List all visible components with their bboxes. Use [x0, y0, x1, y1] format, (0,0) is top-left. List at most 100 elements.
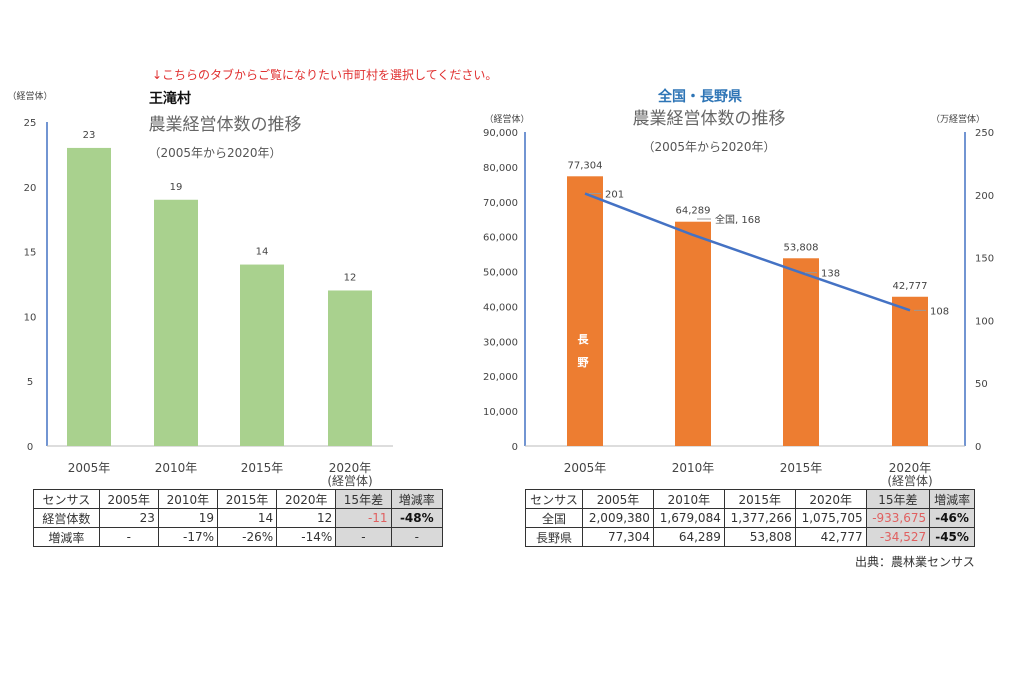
table-cell: 15年差	[335, 489, 392, 509]
table-cell: -11	[335, 508, 392, 528]
table-cell: -17%	[157, 527, 219, 547]
table-row: 経営体数 23 19 14 12 -11 -48%	[33, 508, 444, 528]
table-cell: 長野県	[524, 527, 584, 547]
y2-tick-label: 0	[975, 442, 981, 453]
table-cell: 42,777	[794, 527, 867, 547]
data-label: 19	[170, 182, 183, 193]
table-cell: センサス	[33, 489, 100, 509]
table-cell: 23	[98, 508, 159, 528]
table-cell: 2005年	[98, 489, 159, 509]
table-header: センサス 2005年 2010年 2015年 2020年 15年差 増減率	[524, 489, 975, 509]
table-cell: -	[98, 527, 159, 547]
table-cell: 1,679,084	[652, 508, 725, 528]
table-cell: 増減率	[929, 489, 975, 509]
table-cell: 64,289	[652, 527, 725, 547]
y-tick-label: 0	[27, 442, 33, 453]
table-cell: 19	[157, 508, 219, 528]
table-cell: 14	[216, 508, 278, 528]
table-cell: 2005年	[582, 489, 654, 509]
chart-title: 農業経営体数の推移	[149, 115, 302, 135]
y-tick-label: 10,000	[483, 407, 518, 418]
y-tick-label: 90,000	[483, 128, 518, 139]
x-tick-label: 2005年	[68, 461, 111, 475]
table-cell: -	[390, 527, 444, 547]
bar	[240, 264, 284, 446]
table-cell: 2010年	[157, 489, 219, 509]
region-title: 王滝村	[149, 90, 191, 107]
unit-label: (経営体)	[327, 474, 372, 488]
series-label: 野	[578, 356, 589, 369]
y-tick-label: 40,000	[483, 302, 518, 313]
unit-label: (経営体)	[887, 474, 932, 488]
bar	[328, 290, 372, 446]
table-cell: -26%	[216, 527, 278, 547]
table-cell: -34,527	[865, 527, 931, 547]
bar	[67, 147, 111, 447]
y2-tick-label: 150	[975, 254, 994, 265]
table-cell: -14%	[276, 527, 337, 547]
x-tick-label: 2010年	[672, 461, 715, 475]
chart-subtitle: （2005年から2020年）	[642, 140, 775, 154]
table-cell: 全国	[524, 508, 584, 528]
x-tick-label: 2020年	[329, 461, 372, 475]
y-tick-label: 20,000	[483, 372, 518, 383]
y-tick-label: 60,000	[483, 233, 518, 244]
y-axis-label: （経営体）	[7, 90, 52, 102]
table-cell: -933,675	[865, 508, 931, 528]
table-cell: -48%	[390, 508, 444, 528]
bar	[567, 176, 603, 447]
y-tick-label: 70,000	[483, 198, 518, 209]
y-tick-label: 0	[512, 442, 518, 453]
table-cell: 2020年	[794, 489, 867, 509]
table-cell: 2015年	[723, 489, 796, 509]
line-data-label: 全国, 168	[715, 213, 760, 226]
x-tick-label: 2005年	[564, 461, 607, 475]
table-cell: センサス	[524, 489, 584, 509]
table-cell: 1,075,705	[794, 508, 867, 528]
line-data-label: 108	[930, 306, 949, 317]
y2-tick-label: 250	[975, 128, 994, 139]
line-data-label: 201	[605, 190, 624, 201]
table-cell: 77,304	[582, 527, 654, 547]
bar	[675, 221, 711, 446]
x-tick-label: 2015年	[780, 461, 823, 475]
national-prefecture-table: センサス 2005年 2010年 2015年 2020年 15年差 増減率 全国 2,009,3…	[524, 489, 975, 547]
data-label: 77,304	[568, 160, 603, 171]
series-label: 長	[578, 333, 590, 346]
y-tick-label: 5	[27, 377, 33, 388]
table-cell: 経営体数	[33, 508, 100, 528]
table-cell: 15年差	[865, 489, 931, 509]
table-cell: 53,808	[723, 527, 796, 547]
table-row: 全国 2,009,380 1,679,084 1,377,266 1,075,705 -9…	[524, 508, 975, 528]
bar	[154, 199, 198, 446]
x-tick-label: 2010年	[155, 461, 198, 475]
y-tick-label: 50,000	[483, 268, 518, 279]
table-cell: 増減率	[33, 527, 100, 547]
line-series	[584, 192, 911, 312]
table-cell: -46%	[929, 508, 975, 528]
table-row: 長野県 77,304 64,289 53,808 42,777 -34,527 -45%	[524, 527, 975, 547]
data-label: 42,777	[893, 281, 928, 292]
table-cell: 2015年	[216, 489, 278, 509]
y2-axis-label: （万経営体）	[931, 113, 985, 125]
y-tick-label: 15	[24, 248, 37, 259]
table-row: 増減率 - -17% -26% -14% - -	[33, 527, 444, 547]
y2-tick-label: 200	[975, 191, 994, 202]
table-header: センサス 2005年 2010年 2015年 2020年 15年差 増減率	[33, 489, 444, 509]
table-cell: 12	[276, 508, 337, 528]
data-label: 23	[83, 130, 96, 141]
chart-title: 農業経営体数の推移	[633, 109, 786, 129]
table-cell: 2010年	[652, 489, 725, 509]
table-cell: 2020年	[276, 489, 337, 509]
data-label: 53,808	[784, 242, 819, 253]
source-text: 出典：農林業センサス	[855, 555, 975, 569]
y2-tick-label: 100	[975, 316, 994, 327]
chart-subtitle: （2005年から2020年）	[148, 146, 281, 160]
y-tick-label: 20	[24, 183, 37, 194]
line-data-label: 138	[821, 269, 840, 280]
y-tick-label: 30,000	[483, 337, 518, 348]
y-axis-label: （経営体）	[484, 113, 529, 125]
table-cell: -45%	[929, 527, 975, 547]
bar	[783, 258, 819, 446]
